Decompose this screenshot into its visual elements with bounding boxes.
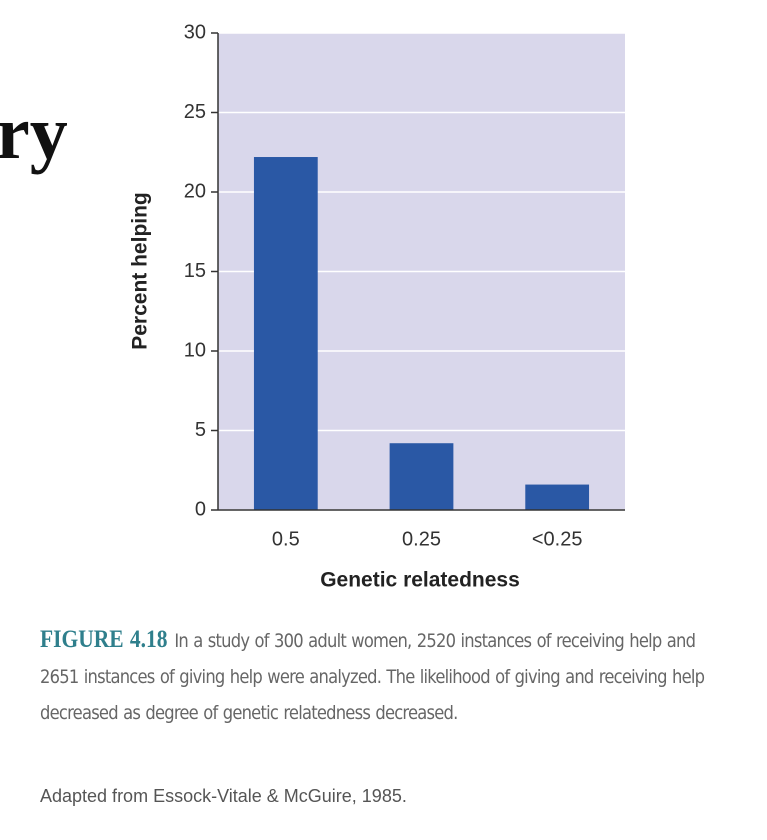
chart: Genetic relatedness Percent helping 0 5 10… — [129, 21, 625, 592]
bar — [525, 484, 590, 510]
slide-title-fragment: ry — [0, 91, 68, 175]
source: Adapted from Essock-Vitale & McGuire, 19… — [40, 786, 407, 806]
caption: FIGURE 4.18 In a study of 300 adult women… — [40, 622, 728, 731]
figure-label: FIGURE 4.18 — [40, 626, 168, 653]
y-tick-label: 15 — [184, 260, 206, 282]
y-axis-label: Percent helping — [129, 192, 152, 350]
x-tick-label: 0.5 — [272, 528, 300, 550]
y-tick-label: 20 — [184, 180, 206, 202]
y-tick-label: 25 — [184, 101, 206, 123]
y-tick-label: 0 — [195, 498, 206, 520]
caption-text: In a study of 300 adult women, 2520 inst… — [40, 630, 705, 724]
y-tick-label: 10 — [184, 339, 206, 361]
y-tick-label: 30 — [184, 21, 206, 43]
x-tick-label: 0.25 — [402, 528, 441, 550]
bar — [253, 157, 318, 510]
x-axis-label: Genetic relatedness — [320, 569, 520, 592]
bar — [389, 443, 454, 510]
y-tick-label: 5 — [195, 419, 206, 441]
x-tick-label: <0.25 — [532, 528, 583, 550]
